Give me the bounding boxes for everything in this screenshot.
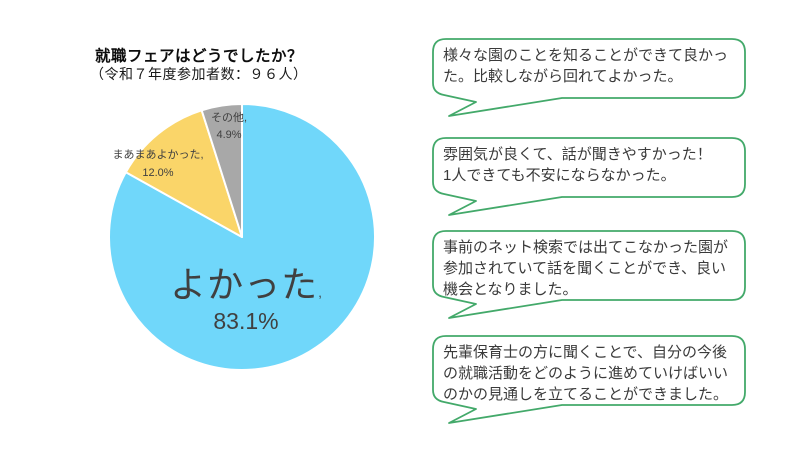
pie-label-maamaa-pct: 12.0% (142, 167, 174, 179)
pie-chart-title: 就職フェアはどうでしたか？ (95, 48, 304, 65)
bubble-text-3: 事前のネット検索では出てこなかった園が 参加されていて話を聞くことができ、良い … (443, 239, 729, 298)
speech-bubble-3: 事前のネット検索では出てこなかった園が 参加されていて話を聞くことができ、良い … (432, 230, 746, 322)
pie-label-sonota-pct: 4.9% (216, 129, 242, 141)
pie-chart (109, 104, 375, 370)
speech-bubble-outline (432, 335, 746, 424)
pie-label-sonota: その他, 4.9% (211, 110, 247, 144)
speech-bubble-outline (432, 38, 746, 117)
pie-slice-sonota (200, 104, 243, 238)
pie-label-yokatta-pct: 83.1% (213, 308, 279, 334)
speech-bubble-outline (432, 230, 746, 319)
bubble-text-2: 雰囲気が良くて、話が聞きやすかった！ 1人できても不安にならなかった。 (443, 146, 712, 184)
pie-label-sonota-name: その他, (210, 112, 248, 124)
speech-bubble-4: 先輩保育士の方に聞くことで、自分の今後 の就職活動をどのように進めていけばいい … (432, 335, 746, 427)
pie-label-yokatta-comma: , (318, 285, 322, 300)
speech-bubble-outline (432, 137, 746, 216)
pie-label-yokatta: よかった, (170, 256, 322, 308)
pie-chart-subtitle: （令和７年度参加者数：９６人） (90, 66, 308, 82)
speech-bubble-2: 雰囲気が良くて、話が聞きやすかった！ 1人できても不安にならなかった。 (432, 137, 746, 219)
pie-slice-maamaa (124, 109, 243, 238)
bubble-text-1: 様々な園のことを知ることができて良かっ た。比較しながら回れてよかった。 (443, 47, 729, 85)
pie-label-maamaa-name: まあまあよかった, (112, 149, 204, 161)
bubble-text-4: 先輩保育士の方に聞くことで、自分の今後 の就職活動をどのように進めていけばいい … (443, 344, 729, 403)
speech-bubble-1: 様々な園のことを知ることができて良かっ た。比較しながら回れてよかった。 (432, 38, 746, 120)
pie-label-maamaa: まあまあよかった, 12.0% (112, 146, 203, 182)
pie-label-yokatta-name: よかった (170, 264, 319, 305)
